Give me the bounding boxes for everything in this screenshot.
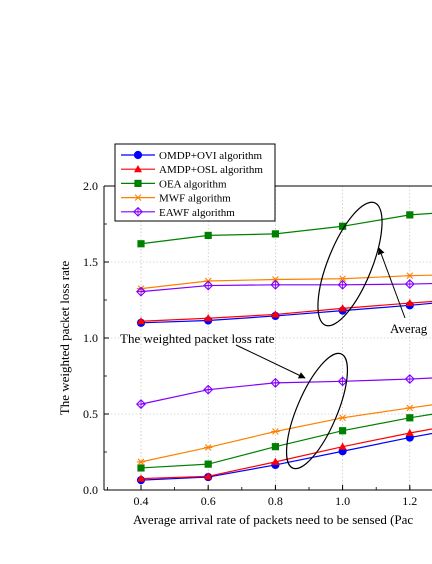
series-line bbox=[140, 302, 432, 324]
series-average-0 bbox=[136, 301, 432, 327]
legend-item: MWF algorithm bbox=[121, 193, 231, 205]
x-tick-label: 0.8 bbox=[268, 494, 283, 508]
annotations: Averag The weighted packet loss rate bbox=[120, 201, 428, 470]
data-point bbox=[405, 428, 414, 436]
data-point bbox=[137, 317, 145, 325]
data-point bbox=[203, 384, 214, 395]
y-tick-label: 1.0 bbox=[83, 331, 98, 345]
data-point bbox=[133, 194, 143, 201]
data-point bbox=[338, 275, 347, 283]
annotation-ellipse-weighted bbox=[285, 352, 349, 470]
data-point bbox=[405, 272, 414, 280]
data-point bbox=[405, 404, 414, 412]
data-point bbox=[338, 414, 347, 422]
data-point bbox=[339, 222, 347, 230]
data-point bbox=[204, 460, 212, 468]
series-weighted-7 bbox=[137, 413, 432, 472]
series-line bbox=[140, 413, 432, 469]
data-point bbox=[203, 280, 214, 291]
data-point bbox=[271, 457, 280, 465]
series-line bbox=[140, 377, 432, 405]
legend-label: OEA algorithm bbox=[159, 178, 227, 190]
data-point bbox=[271, 276, 280, 283]
y-tick-label: 0.0 bbox=[83, 483, 98, 497]
series-weighted-5 bbox=[136, 432, 432, 485]
data-point bbox=[136, 399, 146, 410]
series-line bbox=[140, 282, 432, 293]
legend-item: OEA algorithm bbox=[121, 178, 227, 190]
data-point bbox=[404, 279, 415, 290]
series-line bbox=[140, 300, 432, 322]
data-point bbox=[404, 374, 415, 385]
data-point bbox=[133, 150, 143, 160]
annotation-label-average: Averag bbox=[390, 321, 428, 336]
series-weighted-6 bbox=[137, 428, 432, 482]
y-tick-label: 0.5 bbox=[83, 407, 98, 421]
data-point bbox=[136, 458, 146, 466]
y-axis-title: The weighted packet loss rate bbox=[57, 261, 72, 416]
annotation-arrow-average bbox=[377, 247, 406, 319]
x-tick-label: 1.2 bbox=[402, 494, 417, 508]
data-point bbox=[134, 179, 142, 187]
data-point bbox=[270, 377, 281, 388]
series-weighted-8 bbox=[136, 404, 432, 466]
data-point bbox=[406, 211, 414, 219]
data-point bbox=[137, 240, 145, 248]
legend-item: EAWF algorithm bbox=[121, 207, 235, 219]
data-point bbox=[338, 304, 347, 312]
data-point bbox=[339, 427, 347, 435]
series-line bbox=[140, 274, 432, 290]
data-point bbox=[337, 376, 348, 387]
data-point bbox=[204, 314, 213, 322]
data-point bbox=[270, 279, 281, 290]
data-point bbox=[204, 444, 213, 451]
series-line bbox=[140, 432, 432, 481]
series-average-1 bbox=[137, 298, 432, 325]
legend-label: AMDP+OSL algorithm bbox=[159, 164, 263, 176]
data-point bbox=[271, 310, 280, 318]
data-point bbox=[271, 428, 280, 435]
y-tick-label: 1.5 bbox=[83, 255, 98, 269]
series-line bbox=[140, 212, 432, 245]
series-average-2 bbox=[137, 211, 432, 248]
series-layer bbox=[136, 211, 432, 485]
series-weighted-9 bbox=[136, 374, 432, 410]
annotation-ellipse-average bbox=[317, 201, 383, 327]
legend-label: OMDP+OVI algorithm bbox=[159, 150, 263, 162]
data-point bbox=[137, 464, 145, 472]
data-point bbox=[134, 165, 142, 173]
series-average-4 bbox=[136, 279, 432, 297]
data-point bbox=[137, 474, 145, 482]
data-point bbox=[204, 472, 213, 480]
data-point bbox=[136, 286, 146, 297]
data-point bbox=[271, 230, 279, 238]
legend-label: EAWF algorithm bbox=[159, 207, 235, 219]
series-line bbox=[140, 428, 432, 480]
data-point bbox=[133, 206, 143, 217]
data-point bbox=[337, 279, 348, 290]
x-tick-label: 0.6 bbox=[201, 494, 216, 508]
legend: OMDP+OVI algorithm AMDP+OSL algorithm OEA … bbox=[114, 143, 276, 222]
data-point bbox=[271, 443, 279, 451]
annotation-arrow-weighted bbox=[235, 344, 306, 379]
tick-labels: 0.4 0.6 0.8 1.0 1.2 0.0 0.5 1.0 1.5 2.0 bbox=[83, 179, 417, 508]
data-point bbox=[405, 298, 414, 307]
legend-label: MWF algorithm bbox=[159, 193, 231, 205]
data-point bbox=[406, 414, 414, 422]
y-tick-label: 2.0 bbox=[83, 179, 98, 193]
annotation-label-weighted: The weighted packet loss rate bbox=[120, 331, 275, 346]
legend-item: AMDP+OSL algorithm bbox=[121, 164, 263, 176]
x-tick-label: 1.0 bbox=[335, 494, 350, 508]
x-axis-title: Average arrival rate of packets need to … bbox=[133, 512, 413, 527]
x-tick-label: 0.4 bbox=[134, 494, 149, 508]
legend-item: OMDP+OVI algorithm bbox=[121, 150, 263, 162]
data-point bbox=[338, 442, 347, 450]
series-line bbox=[140, 404, 432, 463]
data-point bbox=[204, 231, 212, 239]
